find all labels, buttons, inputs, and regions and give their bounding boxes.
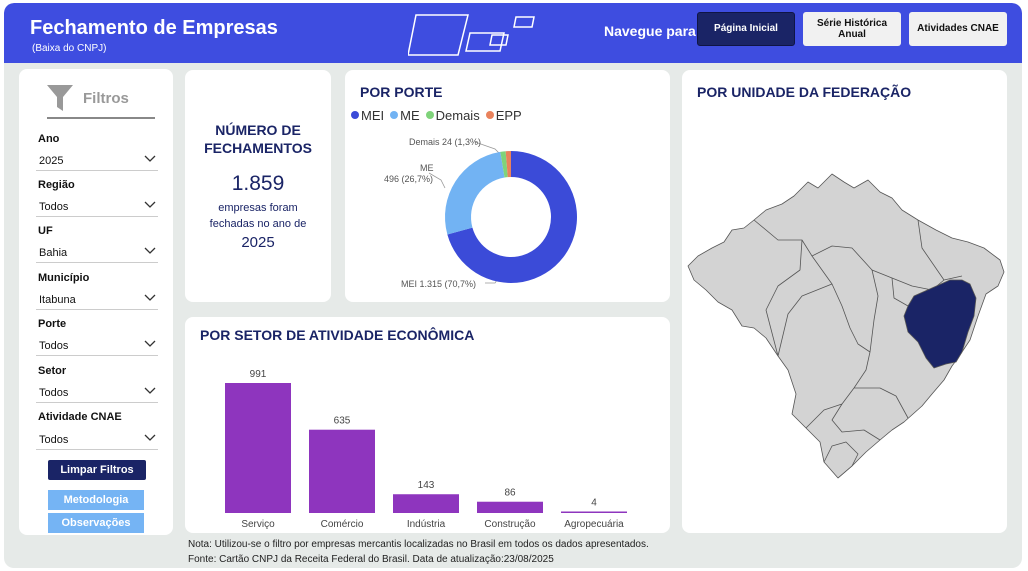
mei-data-label: MEI 1.315 (70,7%) <box>401 279 476 289</box>
legend-item-epp[interactable]: EPP <box>485 108 522 123</box>
filters-panel: Filtros Ano 2025 Região Todos UF Bahia M… <box>19 69 173 535</box>
sector-bar-chart: 991 Serviço 635 Comércio 143 Indústria 86 Const… <box>225 369 627 530</box>
legend-label-epp: EPP <box>495 108 522 123</box>
chevron-down-icon <box>144 434 156 441</box>
closures-count-title: NÚMERO DE FECHAMENTOS <box>204 122 312 156</box>
legend-dot <box>485 111 494 119</box>
filter-value-porte: Todos <box>39 340 69 352</box>
bar-value-label: 4 <box>591 498 597 509</box>
filter-value-ano: 2025 <box>39 155 64 167</box>
legend-dot <box>425 111 434 119</box>
chevron-down-icon <box>144 294 156 301</box>
app-title: Fechamento de Empresas <box>30 17 278 39</box>
sector-chart-title: POR SETOR DE ATIVIDADE ECONÔMICA <box>200 327 475 343</box>
donut-slice-demais[interactable] <box>500 151 508 178</box>
legend-label-demais: Demais <box>435 108 480 123</box>
bar-value-label: 143 <box>418 480 435 491</box>
filter-value-setor: Todos <box>39 387 69 399</box>
filter-value-municipio: Itabuna <box>39 294 76 306</box>
donut-slice-epp[interactable] <box>505 151 511 178</box>
brazil-outline <box>687 173 1005 479</box>
filter-select-municipio[interactable]: Itabuna <box>36 290 158 310</box>
legend-label-mei: MEI <box>361 108 385 123</box>
filters-title: Filtros <box>83 90 129 107</box>
bar-value-label: 635 <box>334 416 351 427</box>
home-page-button[interactable]: Página Inicial <box>697 12 795 46</box>
bar-category-label: Indústria <box>407 519 446 530</box>
size-chart-title: POR PORTE <box>360 84 443 100</box>
state-borders <box>753 219 963 479</box>
size-donut-chart: Demais 24 (1,3%) ME 496 (26,7%) MEI 1.31… <box>384 137 577 289</box>
filter-select-uf[interactable]: Bahia <box>36 243 158 263</box>
state-bahia[interactable] <box>903 279 977 369</box>
observations-button[interactable]: Observações <box>48 513 144 533</box>
filter-value-uf: Bahia <box>39 247 68 259</box>
bar-4[interactable] <box>561 511 627 514</box>
chevron-down-icon <box>144 340 156 347</box>
size-chart-card: POR PORTE MEI ME Demais EPP Demais 24 (1… <box>345 70 670 302</box>
chevron-down-icon <box>144 387 156 394</box>
bar-value-label: 86 <box>504 488 516 499</box>
methodology-button[interactable]: Metodologia <box>48 490 144 510</box>
legend-item-me[interactable]: ME <box>390 108 420 123</box>
bar-0[interactable] <box>225 383 291 513</box>
historical-series-button[interactable]: Série Histórica Anual <box>803 12 901 46</box>
bar-category-label: Serviço <box>241 519 275 530</box>
legend-dot <box>390 111 399 119</box>
donut-slice-mei[interactable] <box>447 151 577 283</box>
donut-slice-me[interactable] <box>445 151 505 235</box>
footer-note: Nota: Utilizou-se o filtro por empresas … <box>188 539 649 550</box>
filter-label-atividade-cnae: Atividade CNAE <box>38 411 122 423</box>
closures-count-description: empresas foram fechadas no ano de <box>209 202 307 230</box>
chevron-down-icon <box>144 155 156 162</box>
filter-label-municipio: Município <box>38 272 90 284</box>
clear-filters-button[interactable]: Limpar Filtros <box>48 460 146 480</box>
legend-dot <box>351 111 359 119</box>
bar-1[interactable] <box>309 429 375 513</box>
filter-select-regiao[interactable]: Todos <box>36 197 158 217</box>
logo-icon <box>408 14 535 56</box>
sector-chart-card: POR SETOR DE ATIVIDADE ECONÔMICA 991 Serv… <box>185 317 670 533</box>
brazil-map <box>687 173 1005 479</box>
funnel-icon <box>47 85 73 111</box>
filter-select-setor[interactable]: Todos <box>36 383 158 403</box>
legend-label-me: ME <box>400 108 420 123</box>
filter-select-atividade-cnae[interactable]: Todos <box>36 430 158 450</box>
demais-data-label: Demais 24 (1,3%) <box>409 137 481 147</box>
app-subtitle: (Baixa do CNPJ) <box>32 43 107 54</box>
chevron-down-icon <box>144 247 156 254</box>
filter-select-ano[interactable]: 2025 <box>36 151 158 171</box>
nav-label: Navegue para: <box>604 23 701 39</box>
closures-count-value: 1.859 <box>231 172 285 195</box>
filter-label-ano: Ano <box>38 133 60 145</box>
cnae-activities-button[interactable]: Atividades CNAE <box>909 12 1007 46</box>
bar-category-label: Agropecuária <box>564 519 624 530</box>
footer-source: Fonte: Cartão CNPJ da Receita Federal do… <box>188 554 554 565</box>
size-chart-legend: MEI ME Demais EPP <box>351 108 522 123</box>
filters-header: Filtros <box>47 81 155 119</box>
filter-value-regiao: Todos <box>39 201 69 213</box>
dashboard-frame: Fechamento de Empresas (Baixa do CNPJ) N… <box>4 3 1022 568</box>
filter-label-setor: Setor <box>38 365 67 377</box>
state-map-card: POR UNIDADE DA FEDERAÇÃO <box>682 70 1007 533</box>
me-data-label-value: 496 (26,7%) <box>384 174 433 184</box>
filter-label-regiao: Região <box>38 179 75 191</box>
me-data-label-name: ME <box>420 163 434 173</box>
filter-select-porte[interactable]: Todos <box>36 336 158 356</box>
closures-count-card: NÚMERO DE FECHAMENTOS 1.859 empresas for… <box>185 70 331 302</box>
bar-category-label: Construção <box>484 519 536 530</box>
bar-value-label: 991 <box>250 369 267 380</box>
legend-item-mei[interactable]: MEI <box>351 108 384 123</box>
state-map-title: POR UNIDADE DA FEDERAÇÃO <box>697 84 912 100</box>
filter-label-porte: Porte <box>38 318 67 330</box>
chevron-down-icon <box>144 201 156 208</box>
filter-value-atividade-cnae: Todos <box>39 434 69 446</box>
filter-label-uf: UF <box>38 225 53 237</box>
closures-count-year: 2025 <box>241 234 275 251</box>
legend-item-demais[interactable]: Demais <box>425 108 480 123</box>
bar-category-label: Comércio <box>321 519 364 530</box>
bar-2[interactable] <box>393 494 459 513</box>
header-bar: Fechamento de Empresas (Baixa do CNPJ) N… <box>4 3 1022 63</box>
bar-3[interactable] <box>477 501 543 513</box>
